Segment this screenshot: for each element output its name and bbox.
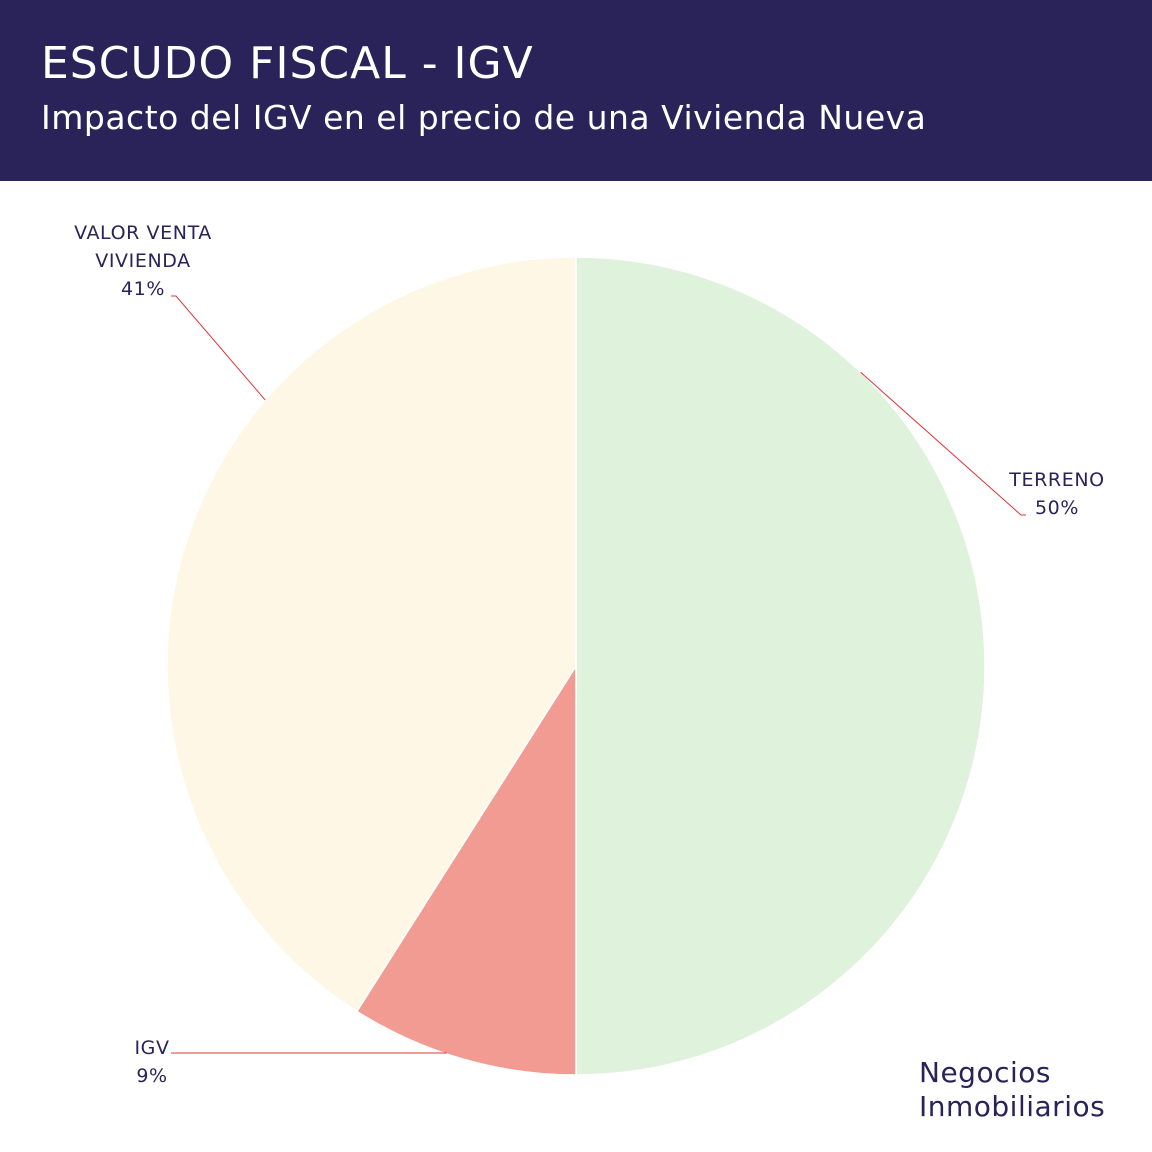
- page-subtitle: Impacto del IGV en el precio de una Vivi…: [41, 98, 927, 137]
- leader-lines: [170, 295, 1026, 1054]
- header-banner: ESCUDO FISCAL - IGV Impacto del IGV en e…: [0, 0, 1152, 181]
- brand-logo-text: Negocios Inmobiliarios: [919, 1056, 1105, 1124]
- slice-name-label: VALOR VENTA: [74, 222, 212, 244]
- brand-line-1: Negocios: [919, 1056, 1051, 1089]
- slice-value-label: 50%: [1035, 497, 1079, 519]
- slice-name-label: VIVIENDA: [95, 250, 191, 272]
- pie-slice-igv: [355, 663, 577, 1076]
- slice-labels: TERRENO 50% IGV 9% VALOR VENTA VIVIENDA 41%: [74, 222, 1104, 1087]
- leader-line: [860, 371, 1026, 516]
- pie-slice-terreno: [575, 256, 986, 1076]
- leader-line: [171, 295, 266, 401]
- slice-value-label: 41%: [121, 278, 165, 300]
- slice-value-label: 9%: [136, 1065, 167, 1087]
- pie-slice-valor-venta: [166, 256, 577, 1013]
- page-title: ESCUDO FISCAL - IGV: [41, 38, 534, 89]
- brand-line-2: Inmobiliarios: [919, 1090, 1106, 1123]
- slice-name-label: TERRENO: [1008, 469, 1104, 491]
- pie-slices: [166, 256, 986, 1076]
- slice-name-label: IGV: [134, 1037, 169, 1059]
